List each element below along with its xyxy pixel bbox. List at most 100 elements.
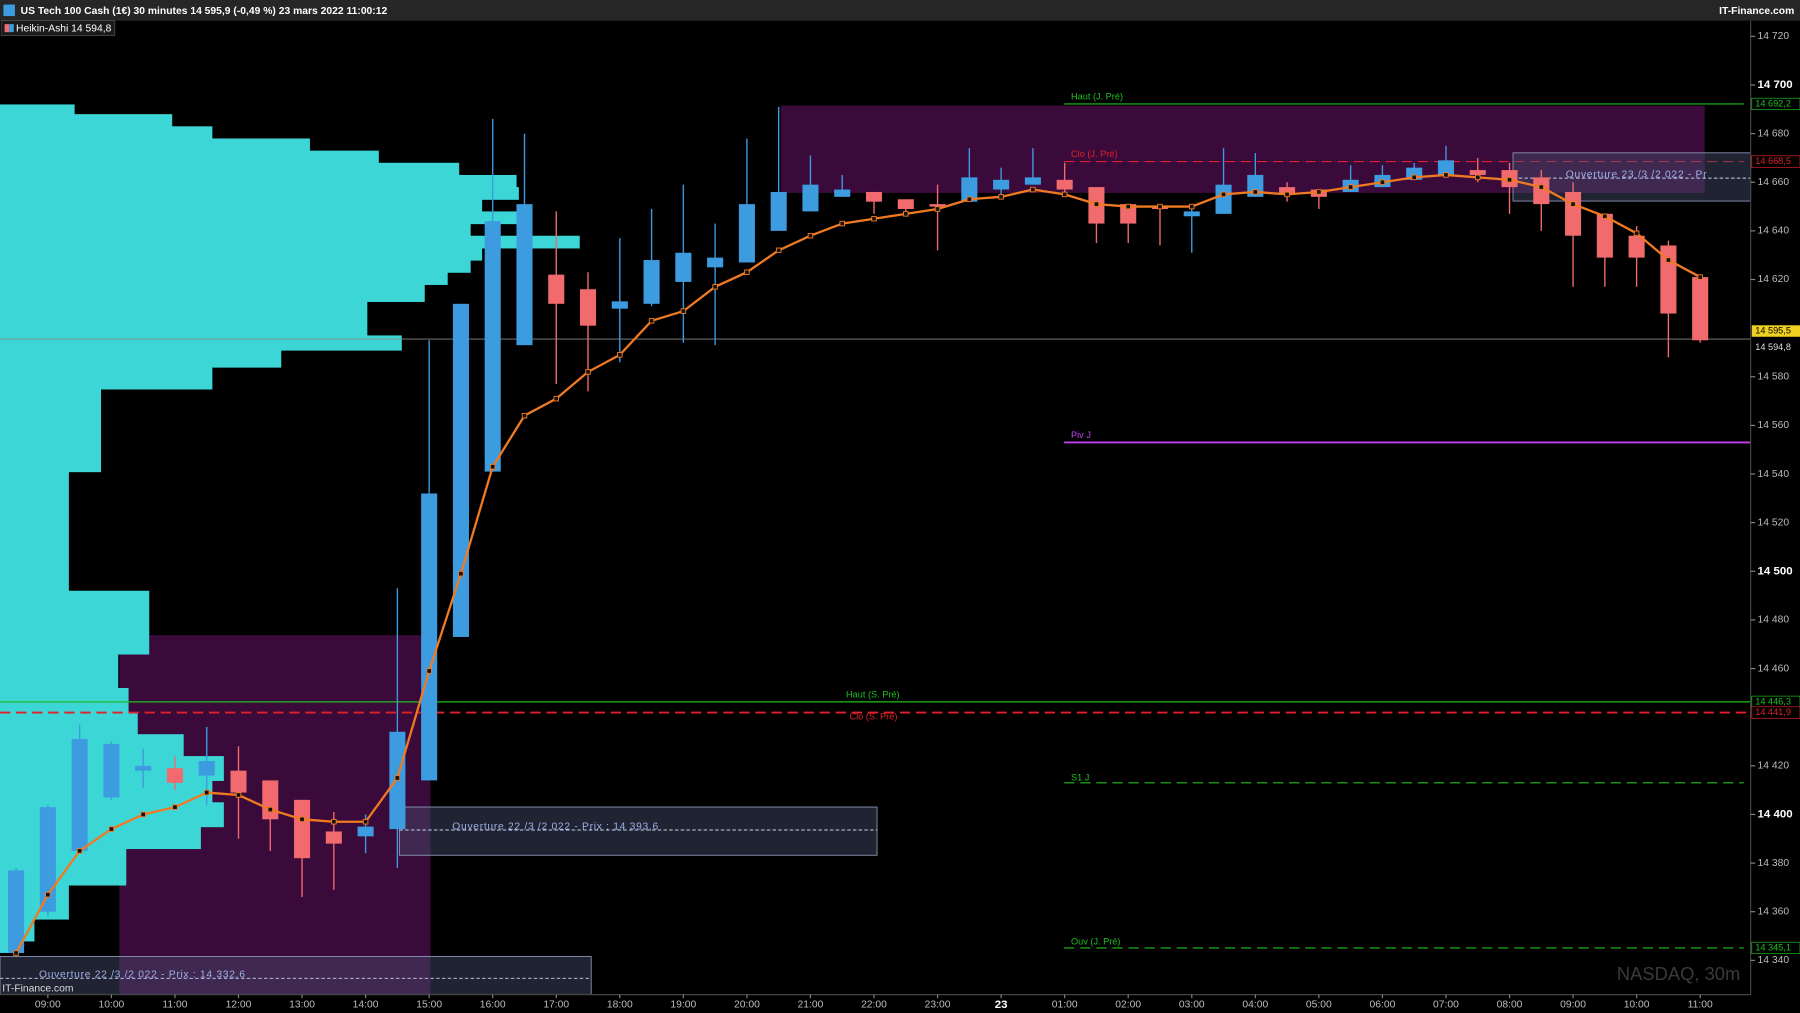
level-value-label: 14 668,5 xyxy=(1755,156,1791,166)
volume-profile-bar xyxy=(0,632,150,655)
volume-profile-bar xyxy=(0,590,150,633)
candle-body xyxy=(294,799,311,859)
last-price-label: 14 595,5 xyxy=(1755,325,1791,335)
volume-profile-bar xyxy=(0,272,448,285)
volume-profile-bar xyxy=(0,138,310,152)
candle-body xyxy=(865,191,883,202)
y-tick-label: 14 640 xyxy=(1758,226,1790,237)
volume-profile-bar xyxy=(0,199,483,212)
level-value-box xyxy=(1751,97,1800,111)
candle-body xyxy=(325,831,342,844)
ma-marker xyxy=(140,811,146,818)
level-value-box xyxy=(1751,706,1800,719)
volume-profile-bar xyxy=(0,260,471,273)
ma-marker xyxy=(426,668,432,674)
candle-body xyxy=(1628,235,1645,258)
ma-marker xyxy=(871,215,877,222)
ma-marker xyxy=(807,232,814,239)
ma-marker xyxy=(458,570,464,577)
volume-profile-bar xyxy=(0,104,75,115)
candle-body xyxy=(1183,211,1200,217)
ma-marker xyxy=(235,792,242,798)
ma-marker xyxy=(553,395,560,402)
ma-marker xyxy=(331,818,337,825)
candle-body xyxy=(1024,177,1041,185)
x-tick-label: 07:00 xyxy=(1433,1000,1459,1011)
candle-body xyxy=(1279,187,1296,195)
candle-body xyxy=(357,826,374,837)
moving-average xyxy=(15,173,1701,954)
candle-body xyxy=(1469,170,1486,175)
opening-label: Ouverture 23 /3 /2 022 - Pr xyxy=(1566,169,1707,180)
ma-marker xyxy=(1220,191,1227,198)
ma-marker xyxy=(76,848,83,854)
candle-body xyxy=(834,189,851,197)
level-value-label: 14 345,1 xyxy=(1755,942,1791,952)
ma-marker xyxy=(839,220,845,227)
volume-profile-bar xyxy=(0,126,213,140)
ma-marker xyxy=(1570,201,1576,207)
candle-body xyxy=(579,289,597,326)
ma-marker xyxy=(998,194,1004,200)
level-label: S1 J xyxy=(1071,773,1089,783)
level-value-label: 14 692,2 xyxy=(1755,98,1791,108)
x-tick-label: 09:00 xyxy=(35,1000,61,1011)
ma-marker xyxy=(1347,184,1354,190)
ha-last-label: 14 594,8 xyxy=(1755,342,1791,352)
ma-marker xyxy=(1665,257,1672,263)
opening-label: Ouverture 22 /3 /2 022 - Prix : 14 393,6 xyxy=(452,821,659,832)
y-tick-label: 14 620 xyxy=(1758,274,1790,285)
ma-marker xyxy=(1061,191,1068,198)
last-price-box xyxy=(1751,325,1800,337)
volume-profile-bar xyxy=(0,150,379,164)
candle-body xyxy=(230,770,247,793)
ma-marker xyxy=(1030,186,1036,193)
x-tick-label: 10:00 xyxy=(1624,1000,1650,1011)
level-value-box xyxy=(1751,941,1800,955)
y-tick-label: 14 380 xyxy=(1758,858,1790,869)
ma-marker xyxy=(1189,203,1195,210)
level-label: Haut (S. Pré) xyxy=(846,689,900,699)
source: IT-Finance.com xyxy=(1719,6,1794,17)
x-tick-label: 14:00 xyxy=(353,1000,379,1011)
opening-label: Ouverture 22 /3 /2 022 - Prix : 14 332,6 xyxy=(39,970,246,981)
candle-body xyxy=(707,257,724,268)
volume-profile-bar xyxy=(0,284,425,302)
ma-marker xyxy=(1506,177,1513,183)
y-tick-label: 14 480 xyxy=(1758,615,1790,626)
legend-box xyxy=(0,20,116,36)
volume-profile-bar xyxy=(0,335,402,351)
volume-profile-bar xyxy=(0,517,69,565)
y-tick-label: 14 520 xyxy=(1758,517,1790,528)
y-tick-label: 14 360 xyxy=(1758,906,1790,917)
x-tick-label: 04:00 xyxy=(1242,1000,1268,1011)
x-tick-label: 05:00 xyxy=(1306,1000,1332,1011)
volume-profile-bar xyxy=(0,174,517,188)
x-tick-label: 21:00 xyxy=(798,1000,824,1011)
legend-swatch xyxy=(4,24,10,33)
ma-marker xyxy=(1157,203,1163,210)
x-tick-label: 02:00 xyxy=(1115,1000,1141,1011)
volume-profile-bar xyxy=(0,802,224,828)
ma-marker xyxy=(1633,230,1640,237)
x-tick-label: 09:00 xyxy=(1560,1000,1586,1011)
ma-marker xyxy=(172,804,178,810)
candle-body xyxy=(675,252,692,282)
level-value-label: 14 446,3 xyxy=(1755,696,1791,706)
y-tick-label: 14 680 xyxy=(1758,128,1790,139)
y-tick-label: 14 340 xyxy=(1758,955,1790,966)
volume-profile-bar xyxy=(0,388,102,436)
x-tick-label: 19:00 xyxy=(670,1000,696,1011)
level-label: Clo (J. Pré) xyxy=(1071,149,1117,159)
x-tick-label: 18:00 xyxy=(607,1000,633,1011)
ma-marker xyxy=(267,806,274,813)
candle-body xyxy=(452,303,469,637)
x-tick-label: 20:00 xyxy=(734,1000,760,1011)
ma-marker xyxy=(1284,191,1290,198)
volume-profile-bar xyxy=(0,114,173,127)
candle-body xyxy=(421,493,438,781)
candle-body xyxy=(39,807,56,912)
y-tick-label: 14 700 xyxy=(1758,79,1793,91)
chart-title: US Tech 100 Cash (1€) 30 minutes 14 595,… xyxy=(21,6,388,17)
x-tick-label: 10:00 xyxy=(98,1000,124,1011)
